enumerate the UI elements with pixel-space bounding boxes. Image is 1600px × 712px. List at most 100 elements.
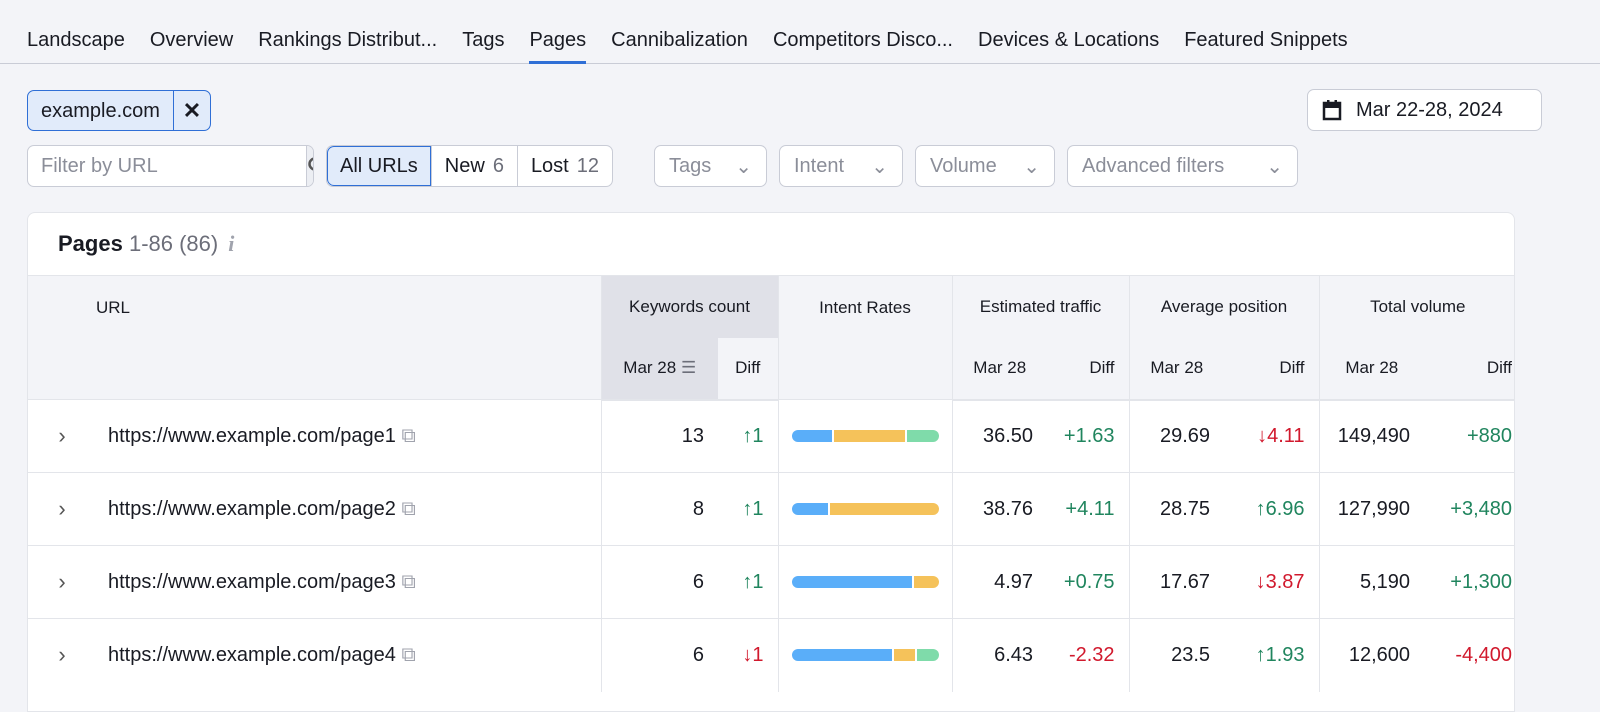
tab-landscape[interactable]: Landscape	[27, 29, 125, 51]
intent-rates-cell	[777, 399, 953, 473]
tab-tags[interactable]: Tags	[462, 29, 505, 51]
tab-pages[interactable]: Pages	[529, 0, 587, 64]
chevron-down-icon: ⌄	[1023, 155, 1040, 178]
page-url-link[interactable]: https://www.example.com/page1	[108, 424, 396, 447]
external-link-icon[interactable]: ⧉	[401, 424, 416, 447]
intent-rates-cell	[777, 472, 953, 546]
intent-segment	[829, 503, 939, 515]
intent-dropdown[interactable]: Intent ⌄	[779, 145, 903, 187]
expand-row-button[interactable]: ›	[28, 399, 96, 473]
table-row: › https://www.example.com/page2 ⧉ 8 ↑1 3…	[28, 472, 1514, 546]
close-icon[interactable]: ✕	[172, 91, 210, 130]
intent-segment	[833, 430, 906, 442]
keywords-diff: ↑1	[718, 472, 779, 546]
intent-rates-cell	[777, 618, 953, 692]
total-volume-header[interactable]: Total volume	[1318, 275, 1514, 338]
segment-new[interactable]: New 6	[430, 146, 517, 186]
intent-bar	[791, 503, 939, 515]
sort-icon: ☰	[680, 358, 697, 377]
keywords-diff: ↑1	[718, 545, 779, 619]
url-header[interactable]: URL	[96, 275, 601, 400]
chevron-down-icon: ⌄	[871, 155, 888, 178]
keywords-diff: ↓1	[718, 618, 779, 692]
traffic-diff-header[interactable]: Diff	[1047, 337, 1130, 401]
position-value: 23.5	[1128, 618, 1225, 692]
search-button[interactable]	[306, 146, 313, 186]
average-position-header[interactable]: Average position	[1128, 275, 1320, 338]
chevron-down-icon: ⌄	[735, 155, 752, 178]
volume-value: 5,190	[1318, 545, 1425, 619]
expand-row-button[interactable]: ›	[28, 545, 96, 619]
expand-row-button[interactable]: ›	[28, 472, 96, 546]
keywords-count: 13	[600, 399, 718, 473]
page-url-link[interactable]: https://www.example.com/page2	[108, 497, 396, 520]
volume-diff-header[interactable]: Diff	[1424, 337, 1514, 401]
traffic-diff: +0.75	[1047, 545, 1130, 619]
intent-segment	[791, 430, 832, 442]
expand-header	[28, 275, 96, 400]
dropdown-label: Tags	[669, 154, 712, 177]
tab-overview[interactable]: Overview	[149, 29, 234, 51]
position-diff: ↓4.11	[1224, 399, 1320, 473]
volume-diff: +3,480	[1424, 472, 1514, 546]
intent-bar	[791, 649, 939, 662]
tab-cannibalization[interactable]: Cannibalization	[611, 29, 748, 51]
chevron-right-icon: ›	[58, 423, 66, 448]
tab-featured-snippets[interactable]: Featured Snippets	[1184, 29, 1348, 51]
external-link-icon[interactable]: ⧉	[401, 497, 416, 520]
search-icon	[308, 157, 313, 171]
position-value: 28.75	[1128, 472, 1225, 546]
advanced-filters-dropdown[interactable]: Advanced filters ⌄	[1067, 145, 1298, 187]
segment-all-urls[interactable]: All URLs	[327, 146, 431, 186]
tags-dropdown[interactable]: Tags ⌄	[654, 145, 767, 187]
intent-segment	[913, 576, 939, 588]
position-diff: ↑6.96	[1224, 472, 1320, 546]
expand-row-button[interactable]: ›	[28, 618, 96, 692]
position-date-header[interactable]: Mar 28	[1128, 337, 1225, 401]
intent-rates-cell	[777, 545, 953, 619]
card-title: Pages 1-86 (86) i	[28, 213, 1514, 275]
volume-date-header[interactable]: Mar 28	[1318, 337, 1425, 401]
traffic-diff: -2.32	[1047, 618, 1130, 692]
page-url-link[interactable]: https://www.example.com/page3	[108, 570, 396, 593]
domain-chip-label: example.com	[41, 100, 160, 122]
date-label: Mar 28	[623, 358, 677, 377]
volume-dropdown[interactable]: Volume ⌄	[915, 145, 1055, 187]
traffic-date-header[interactable]: Mar 28	[951, 337, 1048, 401]
keywords-count-header[interactable]: Keywords count	[600, 275, 779, 338]
keywords-count: 6	[600, 545, 718, 619]
external-link-icon[interactable]: ⧉	[401, 570, 416, 593]
position-diff-header[interactable]: Diff	[1224, 337, 1320, 401]
traffic-value: 38.76	[951, 472, 1048, 546]
page-url-link[interactable]: https://www.example.com/page4	[108, 643, 396, 666]
keywords-count: 8	[600, 472, 718, 546]
tab-rankings-distribut[interactable]: Rankings Distribut...	[258, 29, 438, 51]
position-value: 17.67	[1128, 545, 1225, 619]
chevron-right-icon: ›	[58, 496, 66, 521]
keywords-diff-header[interactable]: Diff	[718, 337, 779, 401]
volume-diff: -4,400	[1424, 618, 1514, 692]
date-range-label: Mar 22-28, 2024	[1356, 98, 1503, 121]
domain-chip[interactable]: example.com ✕	[27, 90, 211, 131]
intent-rates-header[interactable]: Intent Rates	[777, 275, 953, 400]
url-segment-control: All URLs New 6 Lost 12	[326, 145, 613, 187]
external-link-icon[interactable]: ⧉	[401, 643, 416, 666]
info-icon[interactable]: i	[228, 231, 235, 256]
position-value: 29.69	[1128, 399, 1225, 473]
segment-lost[interactable]: Lost 12	[516, 146, 612, 186]
chevron-right-icon: ›	[58, 642, 66, 668]
tab-devices-locations[interactable]: Devices & Locations	[978, 29, 1160, 51]
dropdown-label: Volume	[930, 154, 997, 177]
intent-segment	[791, 649, 892, 662]
table-row: › https://www.example.com/page4 ⧉ 6 ↓1 6…	[28, 618, 1514, 692]
segment-label: Lost	[530, 155, 569, 177]
keywords-date-header[interactable]: Mar 28 ☰	[600, 337, 718, 401]
intent-segment	[791, 576, 912, 588]
date-range-picker[interactable]: Mar 22-28, 2024	[1307, 89, 1542, 131]
filter-by-url-input[interactable]	[28, 146, 306, 186]
pages-table: URL Keywords count Intent Rates Estimate…	[28, 275, 1514, 692]
tab-competitors-disco[interactable]: Competitors Disco...	[772, 29, 953, 51]
calendar-icon	[1322, 100, 1342, 121]
estimated-traffic-header[interactable]: Estimated traffic	[951, 275, 1130, 338]
intent-bar	[791, 430, 939, 442]
